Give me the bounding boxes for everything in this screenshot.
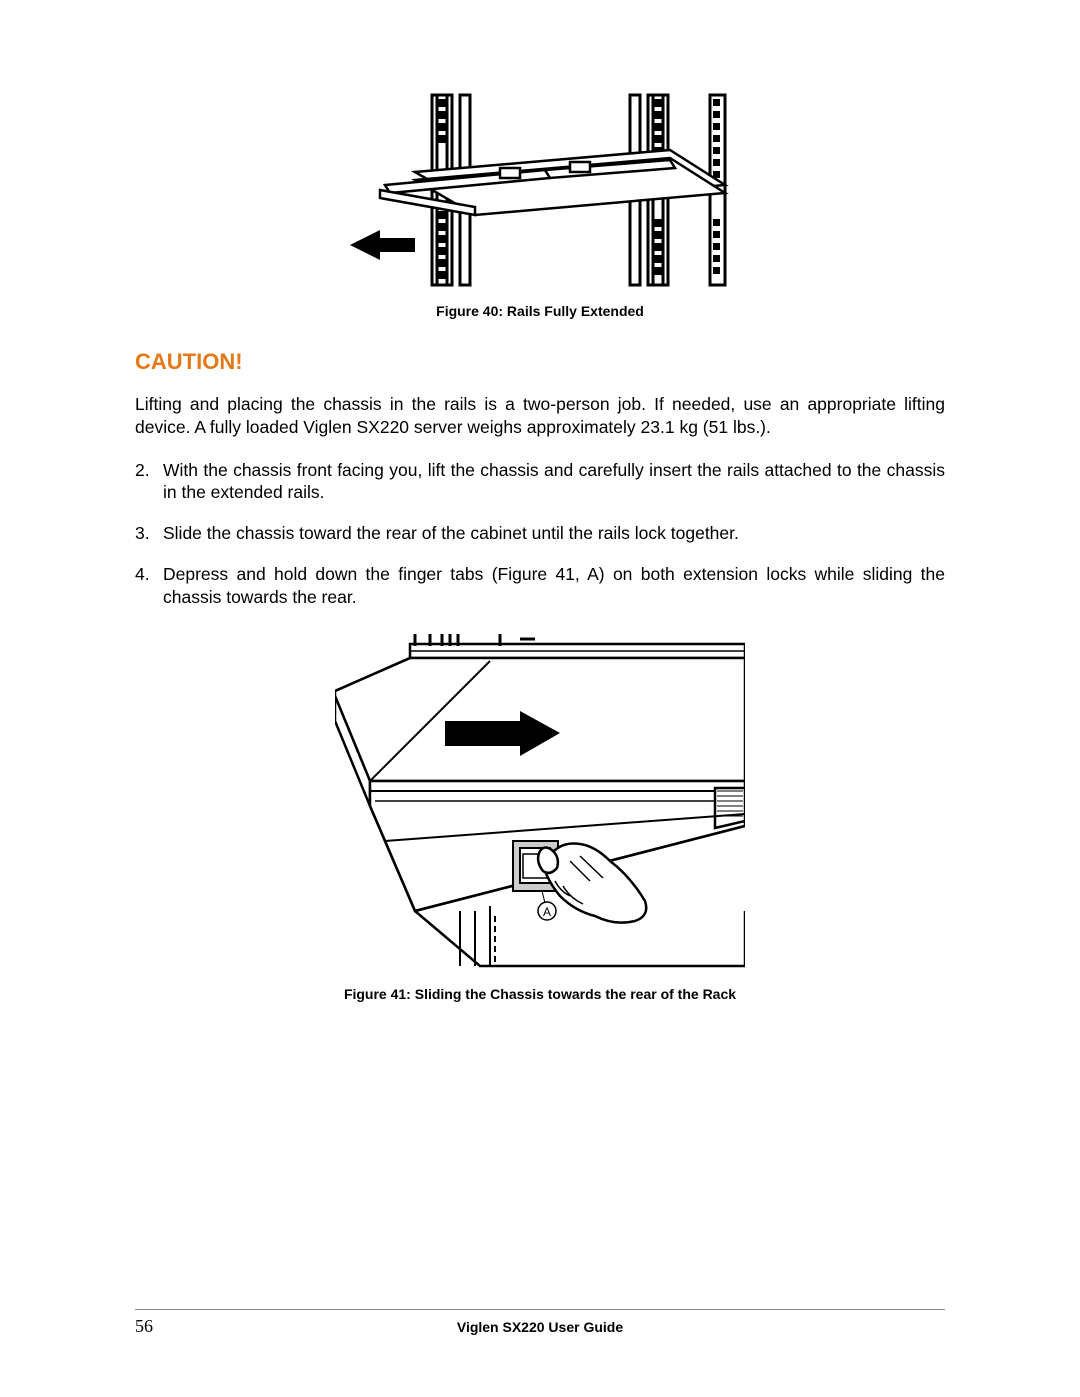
- step-3-number: 3.: [135, 522, 150, 545]
- svg-text:A: A: [543, 905, 551, 919]
- figure-40-illustration: [345, 90, 735, 290]
- caution-text: Lifting and placing the chassis in the r…: [135, 393, 945, 439]
- figure-41-illustration: A: [335, 626, 745, 971]
- caution-heading: CAUTION!: [135, 349, 945, 375]
- figure-41-caption: Figure 41: Sliding the Chassis towards t…: [135, 986, 945, 1002]
- figure-41-container: A: [135, 626, 945, 976]
- step-4: 4. Depress and hold down the finger tabs…: [135, 563, 945, 609]
- figure-40-caption: Figure 40: Rails Fully Extended: [135, 303, 945, 319]
- step-3: 3. Slide the chassis toward the rear of …: [135, 522, 945, 545]
- step-2-text: With the chassis front facing you, lift …: [163, 460, 945, 503]
- step-2-number: 2.: [135, 459, 150, 482]
- step-4-number: 4.: [135, 563, 150, 586]
- footer-title: Viglen SX220 User Guide: [135, 1319, 945, 1335]
- step-3-text: Slide the chassis toward the rear of the…: [163, 523, 739, 543]
- page-footer: 56 Viglen SX220 User Guide: [135, 1309, 945, 1337]
- step-4-text: Depress and hold down the finger tabs (F…: [163, 564, 945, 607]
- step-2: 2. With the chassis front facing you, li…: [135, 459, 945, 505]
- figure-40-container: [135, 90, 945, 295]
